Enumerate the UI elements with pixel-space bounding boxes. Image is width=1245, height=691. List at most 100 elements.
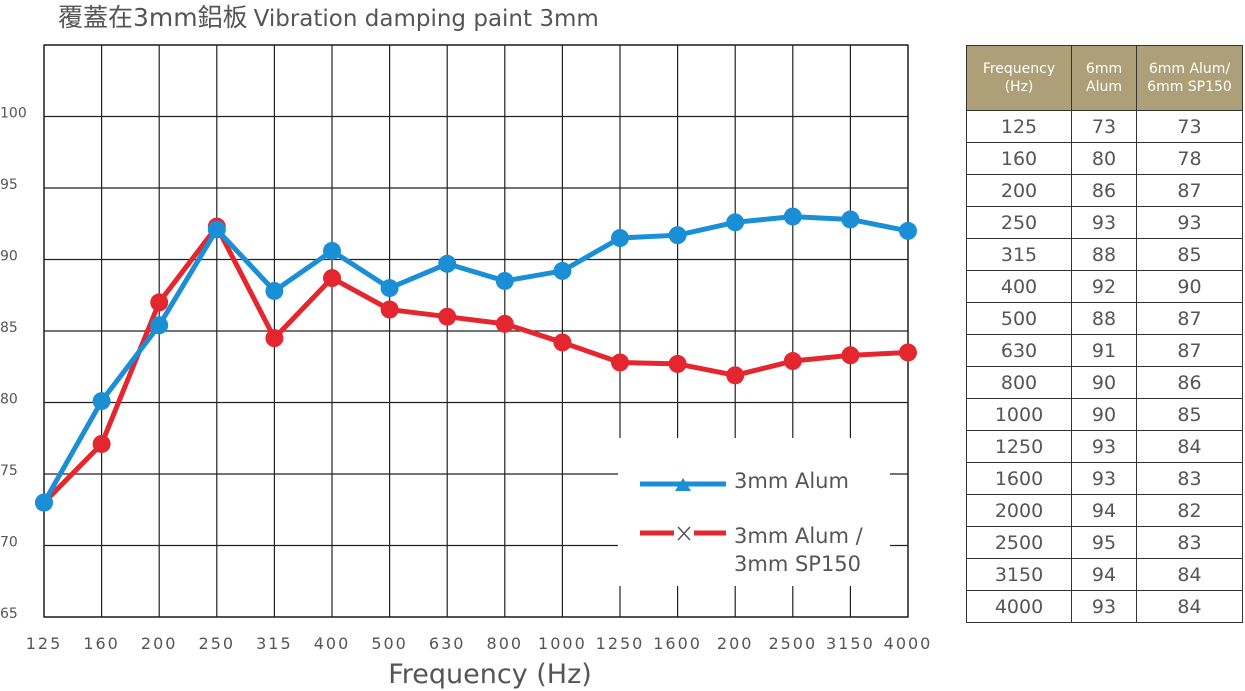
- data-point: [841, 210, 860, 229]
- table-cell-frequency: 200: [966, 174, 1072, 207]
- data-point: [783, 352, 802, 371]
- table-cell-frequency: 160: [966, 142, 1072, 175]
- table-cell-6mm-alum: 91: [1071, 334, 1137, 367]
- table-cell-6mm-alum-sp150: 83: [1136, 526, 1243, 559]
- table-header-6mm-alum-sp150: 6mm Alum/ 6mm SP150: [1136, 45, 1243, 111]
- x-tick-label: 800: [487, 634, 524, 653]
- x-tick-label: 250: [199, 634, 236, 653]
- table-cell-6mm-alum: 88: [1071, 238, 1137, 271]
- table-cell-frequency: 2500: [966, 526, 1072, 559]
- data-point: [668, 354, 687, 373]
- legend-label-3mm-alum-sp150: 3mm Alum /3mm SP150: [734, 524, 864, 576]
- table-cell-6mm-alum: 93: [1071, 462, 1137, 495]
- table-cell-6mm-alum-sp150: 82: [1136, 494, 1243, 527]
- table-cell-6mm-alum: 92: [1071, 270, 1137, 303]
- data-point: [150, 316, 169, 335]
- series-line: [42, 224, 909, 505]
- table-cell-6mm-alum: 93: [1071, 430, 1137, 463]
- table-row: 250 93 93: [966, 206, 1243, 239]
- data-point: [495, 271, 514, 290]
- y-tick-label: 75: [0, 463, 18, 479]
- table-cell-6mm-alum-sp150: 85: [1136, 398, 1243, 431]
- table-cell-6mm-alum-sp150: 84: [1136, 590, 1243, 623]
- data-point: [265, 329, 284, 348]
- table-header-row: Frequency (Hz) 6mm Alum 6mm Alum/ 6mm SP…: [966, 45, 1243, 111]
- frequency-data-table: Frequency (Hz) 6mm Alum 6mm Alum/ 6mm SP…: [966, 45, 1243, 623]
- table-row: 1250 93 84: [966, 430, 1243, 463]
- table-cell-6mm-alum: 90: [1071, 398, 1137, 431]
- data-point: [726, 366, 745, 385]
- legend-x-icon: [677, 526, 691, 541]
- x-tick-label: 3150: [826, 634, 875, 653]
- legend-triangle-icon: [675, 478, 691, 491]
- data-point: [611, 353, 629, 372]
- y-tick-label: 85: [0, 320, 18, 336]
- table-cell-6mm-alum-sp150: 84: [1136, 558, 1243, 591]
- table-header-6mm-alum: 6mm Alum: [1071, 45, 1137, 111]
- legend-box: [618, 438, 890, 586]
- table-cell-frequency: 400: [966, 270, 1072, 303]
- y-tick-label: 90: [0, 249, 18, 265]
- data-point: [611, 229, 629, 248]
- data-point: [899, 221, 917, 240]
- table-row: 400 92 90: [966, 270, 1243, 303]
- data-point: [438, 254, 457, 273]
- data-point: [380, 279, 399, 298]
- table-cell-6mm-alum: 95: [1071, 526, 1137, 559]
- y-tick-label: 95: [0, 177, 18, 193]
- table-cell-6mm-alum: 90: [1071, 366, 1137, 399]
- x-axis-label: Frequency (Hz): [388, 659, 592, 690]
- data-point: [726, 213, 745, 232]
- table-cell-frequency: 250: [966, 206, 1072, 239]
- x-tick-label: 630: [429, 634, 466, 653]
- legend-label-3mm-alum: 3mm Alum: [734, 469, 849, 493]
- table-cell-6mm-alum-sp150: 87: [1136, 302, 1243, 335]
- table-cell-6mm-alum: 73: [1071, 110, 1137, 143]
- table-cell-frequency: 800: [966, 366, 1072, 399]
- y-tick-label: 70: [0, 535, 18, 551]
- table-cell-6mm-alum-sp150: 90: [1136, 270, 1243, 303]
- table-cell-frequency: 3150: [966, 558, 1072, 591]
- table-cell-6mm-alum-sp150: 87: [1136, 174, 1243, 207]
- data-point: [553, 333, 572, 352]
- x-tick-label: 500: [371, 634, 408, 653]
- table-cell-6mm-alum: 86: [1071, 174, 1137, 207]
- table-cell-frequency: 315: [966, 238, 1072, 271]
- table-row: 500 88 87: [966, 302, 1243, 335]
- data-point: [783, 207, 802, 226]
- table-cell-frequency: 4000: [966, 590, 1072, 623]
- table-cell-6mm-alum-sp150: 73: [1136, 110, 1243, 143]
- table-cell-6mm-alum: 93: [1071, 206, 1137, 239]
- table-row: 200 86 87: [966, 174, 1243, 207]
- y-tick-label: 100: [0, 106, 27, 122]
- chart-title-en: Vibration damping paint 3mm: [253, 6, 599, 32]
- table-cell-6mm-alum: 94: [1071, 494, 1137, 527]
- x-tick-label: 4000: [884, 634, 933, 653]
- chart-title-zh: 覆蓋在3mm鋁板: [58, 3, 248, 32]
- table-row: 1600 93 83: [966, 462, 1243, 495]
- table-row: 1000 90 85: [966, 398, 1243, 431]
- table-row: 4000 93 84: [966, 590, 1243, 623]
- data-point: [92, 392, 111, 411]
- data-point: [323, 269, 341, 288]
- plot-area-border: [43, 44, 909, 618]
- data-point: [841, 346, 860, 365]
- data-point: [438, 307, 457, 326]
- series-line: [41, 214, 909, 504]
- x-tick-label: 315: [256, 634, 293, 653]
- x-tick-label: 160: [83, 634, 120, 653]
- table-cell-6mm-alum-sp150: 87: [1136, 334, 1243, 367]
- table-cell-frequency: 630: [966, 334, 1072, 367]
- table-cell-frequency: 1250: [966, 430, 1072, 463]
- table-cell-6mm-alum-sp150: 83: [1136, 462, 1243, 495]
- data-point: [265, 281, 284, 300]
- table-cell-frequency: 1600: [966, 462, 1072, 495]
- table-row: 160 80 78: [966, 142, 1243, 175]
- table-cell-6mm-alum-sp150: 78: [1136, 142, 1243, 175]
- table-cell-frequency: 2000: [966, 494, 1072, 527]
- table-cell-6mm-alum: 93: [1071, 590, 1137, 623]
- x-tick-label: 2500: [768, 634, 817, 653]
- data-point: [207, 220, 226, 239]
- x-tick-label: 1000: [538, 634, 587, 653]
